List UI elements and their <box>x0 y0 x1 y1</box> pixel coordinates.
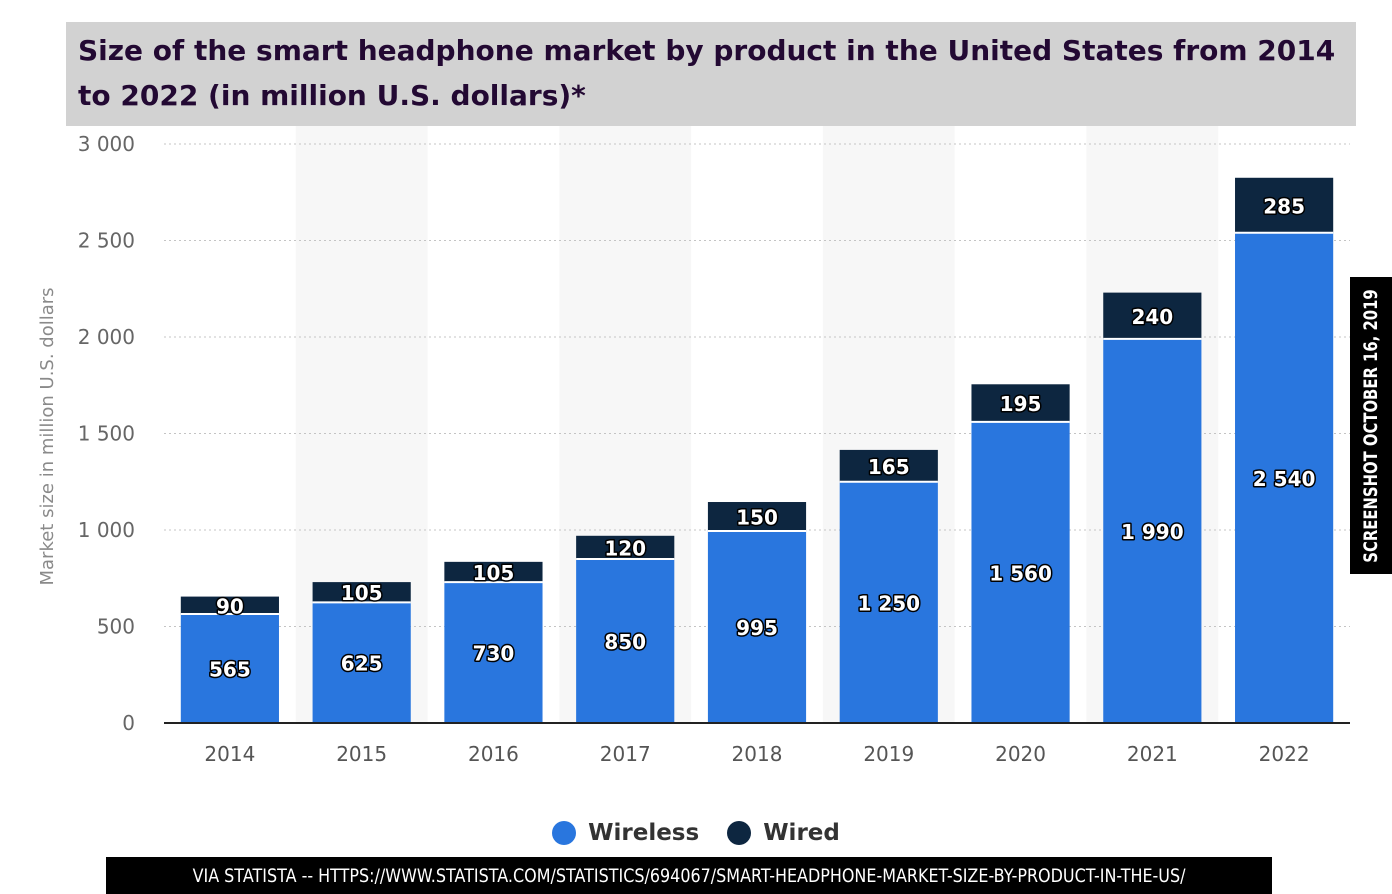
data-label-wireless-2022: 2 540 <box>1253 467 1316 491</box>
data-label-wired-2021: 240 <box>1131 305 1173 329</box>
x-axis-ticks: 2014 2015 2016 2017 2018 2019 2020 2021 2022 <box>204 742 1309 766</box>
data-label-wired-2017: 120 <box>604 536 646 560</box>
y-tick-label: 2 000 <box>78 325 135 349</box>
bar-wireless-2022[interactable] <box>1235 232 1334 723</box>
bar-wireless-2020[interactable] <box>971 421 1070 723</box>
y-tick-label: 500 <box>97 615 135 639</box>
data-label-wired-2019: 165 <box>868 455 910 479</box>
bar-wireless-2017[interactable] <box>576 558 675 723</box>
bars: 565 90 625 105 730 105 850 120 995 150 1 250 165 1 5… <box>180 177 1334 723</box>
x-tick-label: 2017 <box>600 742 651 766</box>
data-label-wireless-2019: 1 250 <box>857 591 920 615</box>
x-tick-label: 2021 <box>1127 742 1178 766</box>
y-tick-label: 1 500 <box>78 422 135 446</box>
x-tick-label: 2015 <box>336 742 387 766</box>
data-label-wireless-2021: 1 990 <box>1121 520 1184 544</box>
data-label-wired-2018: 150 <box>736 505 778 529</box>
chart-title: Size of the smart headphone market by pr… <box>78 34 1336 112</box>
y-tick-label: 3 000 <box>78 132 135 156</box>
data-label-wireless-2020: 1 560 <box>989 561 1052 585</box>
x-tick-label: 2016 <box>468 742 519 766</box>
x-tick-label: 2018 <box>732 742 783 766</box>
bar-wireless-2018[interactable] <box>707 530 807 723</box>
data-label-wireless-2014: 565 <box>209 657 251 681</box>
screenshot-date-watermark: SCREENSHOT OCTOBER 16, 2019 <box>1350 277 1392 574</box>
legend-item-wired[interactable]: Wired <box>727 820 840 846</box>
y-tick-label: 2 500 <box>78 229 135 253</box>
legend-dot-wired <box>727 821 752 845</box>
legend-label-wired: Wired <box>763 820 840 846</box>
chart-area: 0 500 1 000 1 500 2 000 2 500 3 000 565 90 625 10… <box>37 126 1350 766</box>
legend-item-wireless[interactable]: Wireless <box>552 820 699 846</box>
bar-wired-2014[interactable] <box>180 596 279 614</box>
bar-wireless-2021[interactable] <box>1103 338 1202 723</box>
bar-wired-2021[interactable] <box>1103 292 1202 339</box>
bar-wireless-2015[interactable] <box>312 602 411 723</box>
bar-wired-2020[interactable] <box>971 384 1070 422</box>
data-label-wired-2020: 195 <box>1000 392 1042 416</box>
x-tick-label: 2022 <box>1259 742 1310 766</box>
watermark-text: SCREENSHOT OCTOBER 16, 2019 <box>1360 288 1382 563</box>
x-tick-label: 2019 <box>863 742 914 766</box>
bar-wired-2019[interactable] <box>839 449 938 482</box>
bar-wireless-2019[interactable] <box>839 481 938 723</box>
data-label-wired-2015: 105 <box>341 581 383 605</box>
source-text[interactable]: VIA STATISTA -- HTTPS://WWW.STATISTA.COM… <box>192 864 1186 887</box>
bar-wired-2018[interactable] <box>707 502 807 531</box>
bar-wired-2016[interactable] <box>444 561 543 583</box>
legend-dot-wireless <box>552 821 577 845</box>
y-tick-label: 0 <box>122 711 135 735</box>
y-axis-ticks: 0 500 1 000 1 500 2 000 2 500 3 000 <box>78 132 135 735</box>
data-label-wireless-2017: 850 <box>604 630 646 654</box>
bar-wireless-2014[interactable] <box>180 613 279 723</box>
legend: Wireless Wired <box>0 816 1392 850</box>
x-tick-label: 2020 <box>995 742 1046 766</box>
source-bar: VIA STATISTA -- HTTPS://WWW.STATISTA.COM… <box>106 857 1272 894</box>
data-label-wireless-2018: 995 <box>736 616 778 640</box>
bar-wired-2017[interactable] <box>576 535 675 559</box>
y-tick-label: 1 000 <box>78 518 135 542</box>
data-label-wired-2022: 285 <box>1263 194 1305 218</box>
y-axis-label: Market size in million U.S. dollars <box>37 287 58 585</box>
bar-wireless-2016[interactable] <box>444 582 543 723</box>
x-tick-label: 2014 <box>204 742 255 766</box>
bar-wired-2022[interactable] <box>1235 177 1334 233</box>
legend-label-wireless: Wireless <box>588 820 700 846</box>
data-label-wireless-2016: 730 <box>473 642 515 666</box>
data-label-wired-2014: 90 <box>216 594 244 618</box>
data-label-wireless-2015: 625 <box>341 652 383 676</box>
chart-title-box: Size of the smart headphone market by pr… <box>66 22 1356 126</box>
data-label-wired-2016: 105 <box>473 561 515 585</box>
bar-wired-2015[interactable] <box>312 582 411 603</box>
